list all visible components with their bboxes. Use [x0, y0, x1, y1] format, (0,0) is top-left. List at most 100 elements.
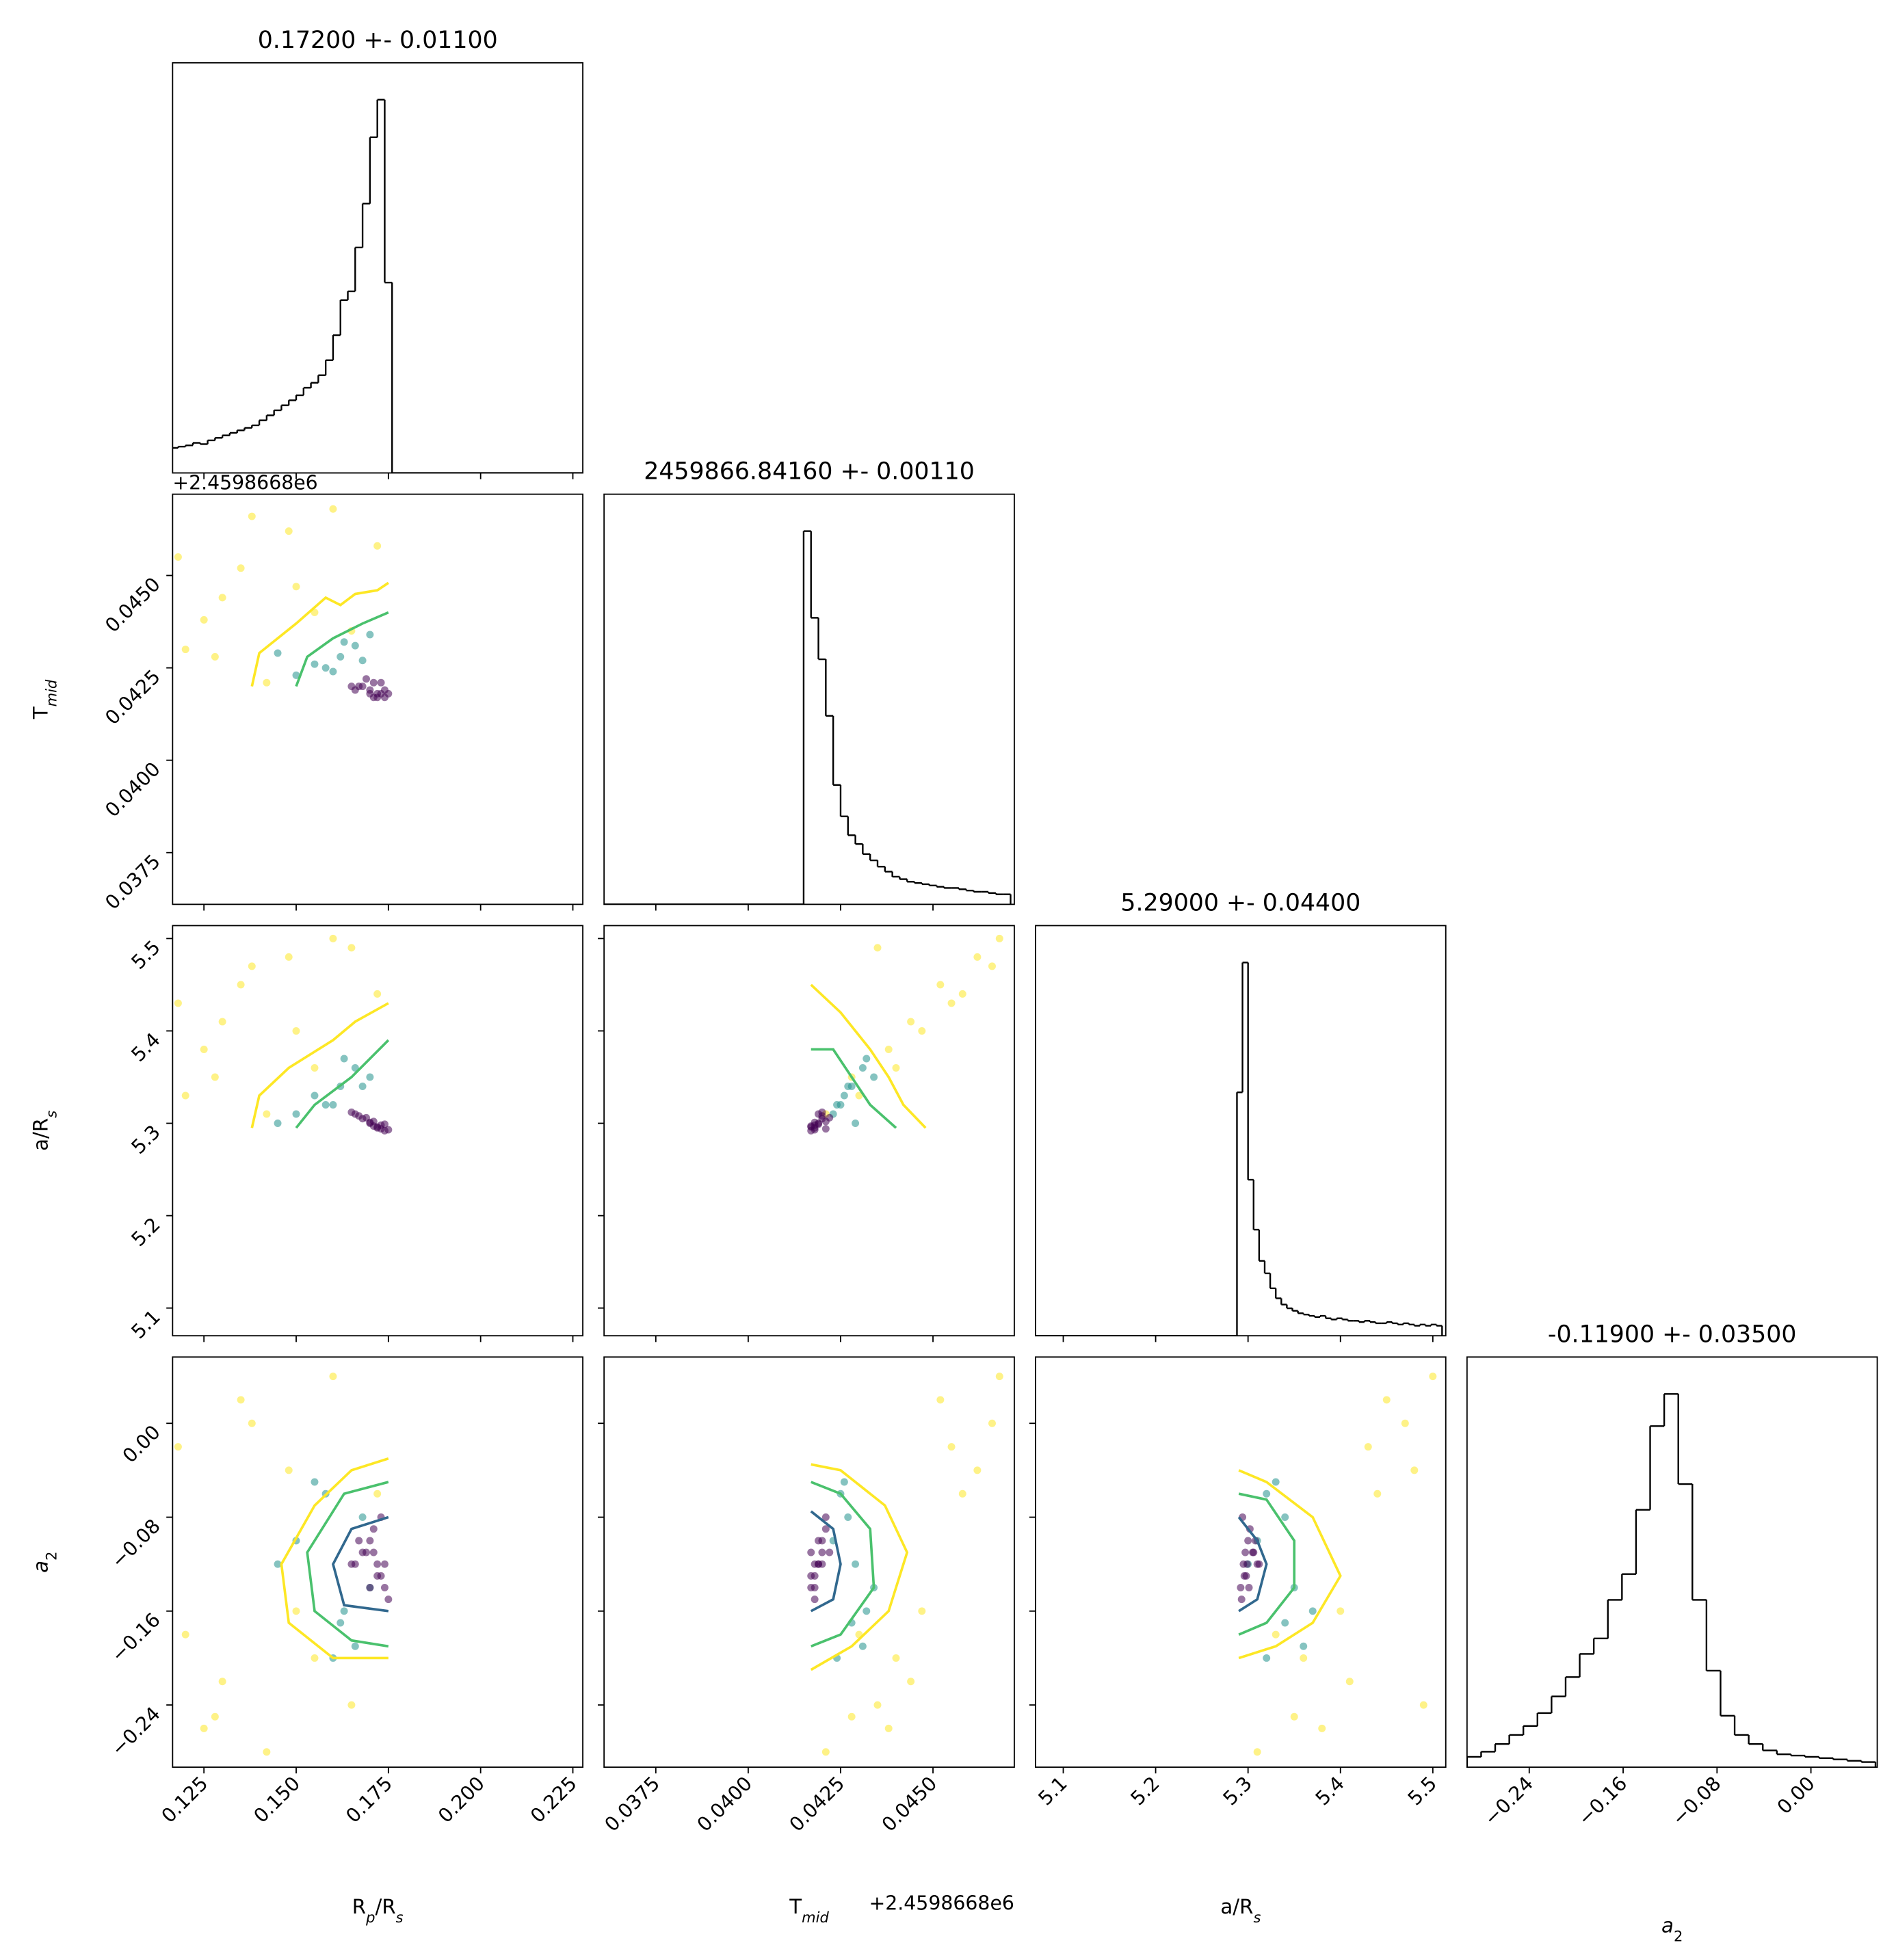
y-tick-label: 0.0400: [101, 758, 164, 821]
sample-point: [907, 1678, 915, 1686]
panel-frame: [172, 62, 583, 474]
sample-point: [181, 1630, 189, 1639]
sample-point: [366, 1537, 374, 1545]
sample-point: [218, 1018, 226, 1026]
sample-point: [337, 652, 345, 661]
sample-point: [358, 1513, 367, 1522]
sample-point: [811, 1595, 819, 1604]
panel-frame: [603, 925, 1015, 1337]
sample-point: [263, 1110, 271, 1118]
axis-label: Rp/Rs: [352, 1895, 404, 1926]
sample-point: [826, 1548, 834, 1557]
sample-point: [200, 1724, 208, 1732]
sample-point: [380, 1584, 389, 1591]
sample-point: [274, 1120, 282, 1128]
y-tick-label: −0.08: [107, 1515, 165, 1573]
contour: [331, 1515, 389, 1613]
sample-point: [1364, 1443, 1372, 1451]
sample-point: [366, 1073, 374, 1081]
sample-point: [1241, 1548, 1250, 1557]
sample-point: [292, 671, 300, 679]
axis-label: a2: [1661, 1913, 1683, 1944]
x-tick-label: 0.0400: [693, 1772, 756, 1836]
x-tick-label: 0.200: [434, 1772, 489, 1827]
sample-point: [973, 953, 982, 961]
sample-point: [863, 1055, 871, 1063]
sample-point: [892, 1063, 900, 1072]
histogram: [604, 530, 1012, 905]
axis-label-part: mid: [42, 679, 60, 706]
panel-frame: [603, 493, 1015, 905]
sample-point: [821, 1125, 830, 1133]
axis-label-part: 2: [1674, 1927, 1683, 1944]
sample-point: [1281, 1619, 1289, 1627]
sample-point: [373, 990, 382, 998]
sample-point: [818, 1548, 826, 1557]
sample-point: [340, 1607, 348, 1615]
x-tick-label: 0.0375: [601, 1772, 664, 1836]
y-tick-label: 0.0425: [101, 665, 164, 729]
sample-point: [840, 1478, 848, 1486]
contour: [1238, 1469, 1342, 1660]
sample-point: [373, 542, 382, 550]
sample-point: [340, 638, 348, 646]
axis-label-part: R: [352, 1895, 366, 1918]
sample-point: [1373, 1489, 1382, 1498]
sample-point: [1345, 1678, 1354, 1686]
sample-point: [1250, 1548, 1258, 1557]
contour: [250, 1002, 389, 1128]
contour: [1238, 1492, 1296, 1636]
sample-point: [355, 683, 363, 691]
sample-point: [1245, 1584, 1253, 1591]
histogram: [172, 98, 583, 473]
sample-point: [358, 1083, 367, 1090]
sample-point: [988, 1419, 996, 1427]
sample-point: [821, 1513, 830, 1522]
scatter-panel: [174, 505, 393, 702]
sample-point: [958, 1489, 966, 1498]
axis-label-part: s: [1253, 1908, 1261, 1925]
sample-point: [958, 990, 966, 998]
sample-point: [973, 1466, 982, 1474]
y-tick-label: −0.24: [107, 1702, 165, 1760]
sample-point: [384, 1126, 393, 1134]
scatter-panel: [807, 934, 1003, 1135]
sample-point: [369, 693, 378, 702]
axis-label-part: 2: [42, 1552, 60, 1561]
sample-point: [347, 944, 356, 952]
sample-point: [995, 1373, 1003, 1381]
axis-label-part: T: [789, 1895, 802, 1918]
x-tick-label: −0.24: [1479, 1772, 1538, 1830]
sample-point: [366, 1584, 374, 1591]
sample-point: [373, 1572, 382, 1580]
axis-label-part: a/R: [29, 1118, 52, 1151]
sample-point: [1410, 1466, 1419, 1474]
sample-point: [1300, 1654, 1308, 1662]
sample-point: [351, 1063, 359, 1072]
sample-point: [811, 1584, 819, 1591]
panel-frame: [172, 1356, 583, 1768]
scatter-panel: [1237, 1373, 1437, 1756]
sample-point: [873, 1701, 882, 1709]
sample-point: [292, 1027, 300, 1035]
axis-label: Tmid: [789, 1895, 829, 1926]
panel-frame: [1035, 1356, 1447, 1768]
sample-point: [369, 1548, 378, 1557]
sample-point: [863, 1607, 871, 1615]
sample-point: [1263, 1654, 1271, 1662]
sample-point: [821, 1525, 830, 1533]
sample-point: [248, 962, 256, 970]
sample-point: [873, 944, 882, 952]
sample-point: [818, 1537, 826, 1545]
sample-point: [237, 981, 245, 989]
contour: [295, 611, 389, 687]
axis-label-part: T: [29, 706, 52, 719]
scatter-panel: [807, 1373, 1003, 1756]
histogram: [1466, 1393, 1877, 1768]
sample-point: [329, 1373, 337, 1381]
sample-point: [947, 999, 956, 1007]
sample-point: [347, 683, 356, 691]
sample-point: [1253, 1748, 1261, 1756]
sample-point: [285, 527, 293, 535]
